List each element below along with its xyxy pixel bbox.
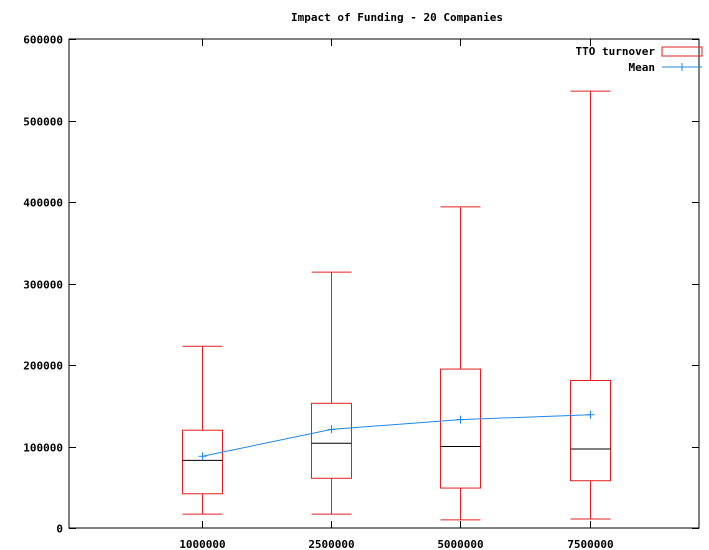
box-7500000 bbox=[570, 90, 611, 520]
chart-title: Impact of Funding - 20 Companies bbox=[291, 11, 503, 24]
mean-layer bbox=[198, 410, 595, 461]
y-tick-label: 100000 bbox=[23, 442, 63, 455]
box-body bbox=[311, 402, 352, 479]
box-5000000 bbox=[440, 206, 481, 521]
boxes-layer bbox=[182, 90, 611, 521]
mean-point bbox=[586, 410, 595, 419]
y-tick-label: 500000 bbox=[23, 116, 63, 129]
plot-frame bbox=[68, 38, 700, 529]
legend-swatch-tto-turnover bbox=[661, 46, 703, 57]
y-tick-label: 0 bbox=[56, 523, 63, 536]
y-tick-label: 200000 bbox=[23, 360, 63, 373]
y-tick-label: 300000 bbox=[23, 279, 63, 292]
mean-point bbox=[327, 425, 336, 434]
x-tick-label: 2500000 bbox=[308, 538, 354, 550]
mean-point bbox=[456, 415, 465, 424]
x-tick-label: 1000000 bbox=[179, 538, 225, 550]
axes-layer: 0 100000 200000 300000 400000 500000 600000 100… bbox=[23, 34, 700, 550]
box-2500000 bbox=[311, 271, 352, 515]
y-tick-label: 400000 bbox=[23, 197, 63, 210]
box-1000000 bbox=[182, 345, 223, 515]
mean-point bbox=[198, 452, 207, 461]
mean-line bbox=[202, 414, 591, 457]
legend: TTO turnover Mean bbox=[576, 45, 703, 74]
box-body bbox=[440, 368, 481, 489]
y-tick-label: 600000 bbox=[23, 34, 63, 47]
legend-label-mean: Mean bbox=[629, 61, 656, 74]
legend-label-tto-turnover: TTO turnover bbox=[576, 45, 656, 58]
box-body bbox=[570, 379, 611, 482]
box-body bbox=[182, 429, 223, 495]
x-tick-label: 5000000 bbox=[437, 538, 483, 550]
x-tick-label: 7500000 bbox=[567, 538, 613, 550]
